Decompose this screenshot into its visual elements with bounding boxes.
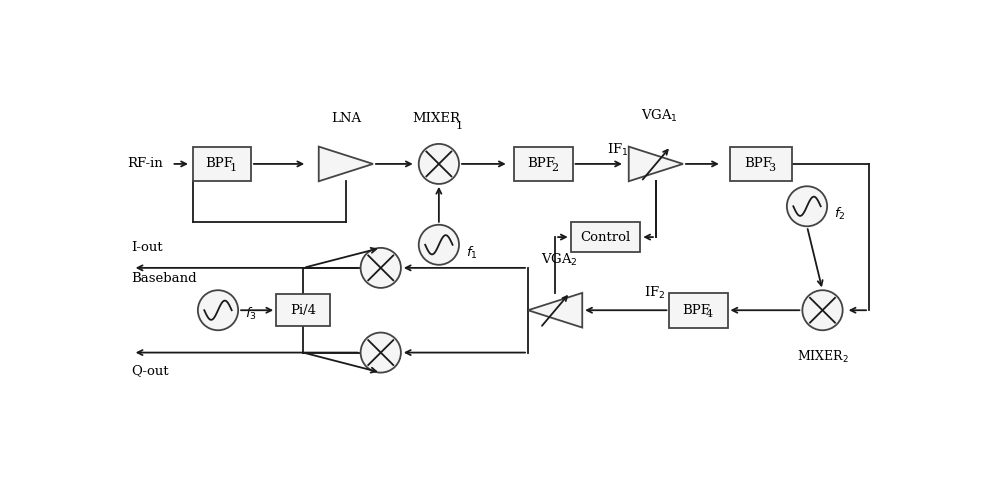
Bar xyxy=(730,147,792,181)
Circle shape xyxy=(787,186,827,226)
Text: Baseband: Baseband xyxy=(131,272,197,285)
Text: $f_1$: $f_1$ xyxy=(466,244,478,261)
Bar xyxy=(514,147,573,181)
Text: Q-out: Q-out xyxy=(131,364,169,377)
Circle shape xyxy=(198,290,238,330)
Polygon shape xyxy=(629,147,683,181)
Text: RF-in: RF-in xyxy=(127,157,163,170)
Text: BPF: BPF xyxy=(744,157,772,170)
Circle shape xyxy=(802,290,843,330)
Text: BPF: BPF xyxy=(206,157,233,170)
Text: 1: 1 xyxy=(456,121,463,131)
Bar xyxy=(669,293,728,328)
Text: I-out: I-out xyxy=(131,241,163,254)
Text: LNA: LNA xyxy=(331,112,361,126)
Text: $f_3$: $f_3$ xyxy=(245,306,257,322)
Text: $f_2$: $f_2$ xyxy=(834,206,846,222)
Text: Control: Control xyxy=(580,230,631,244)
Polygon shape xyxy=(319,147,373,181)
Text: 4: 4 xyxy=(706,309,713,319)
Text: 2: 2 xyxy=(551,163,558,173)
Text: VGA$_1$: VGA$_1$ xyxy=(641,108,678,124)
Circle shape xyxy=(361,333,401,373)
Circle shape xyxy=(361,248,401,288)
Text: MIXER$_2$: MIXER$_2$ xyxy=(797,349,848,365)
Text: BPF: BPF xyxy=(682,304,710,317)
Text: MIXER: MIXER xyxy=(413,112,461,126)
Text: IF$_2$: IF$_2$ xyxy=(644,285,666,301)
Polygon shape xyxy=(528,293,582,328)
Text: VGA$_2$: VGA$_2$ xyxy=(541,252,577,268)
Text: 3: 3 xyxy=(768,163,775,173)
Bar xyxy=(193,147,251,181)
Circle shape xyxy=(419,225,459,265)
Text: BPF: BPF xyxy=(527,157,555,170)
Text: 1: 1 xyxy=(230,163,237,173)
Text: IF$_1$: IF$_1$ xyxy=(607,142,629,158)
Bar xyxy=(276,294,330,326)
Circle shape xyxy=(419,144,459,184)
Bar xyxy=(571,222,640,252)
Text: Pi/4: Pi/4 xyxy=(290,304,316,317)
